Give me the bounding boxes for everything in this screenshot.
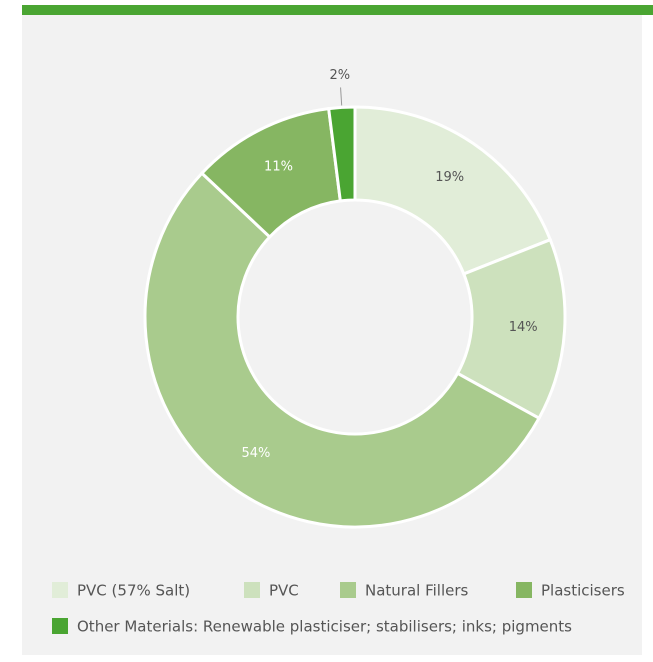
legend-label: PVC xyxy=(269,582,299,600)
legend-swatch xyxy=(244,582,260,598)
slice xyxy=(353,105,553,276)
leader-line xyxy=(340,87,343,106)
legend-swatch xyxy=(52,618,68,634)
legend-swatch xyxy=(52,582,68,598)
top-bar xyxy=(22,5,653,15)
slice xyxy=(327,105,357,203)
value-label: 54% xyxy=(242,446,271,461)
legend-label: Other Materials: Renewable plasticiser; … xyxy=(77,618,572,636)
slice xyxy=(143,171,542,529)
legend-label: PVC (57% Salt) xyxy=(77,582,190,600)
value-label: 14% xyxy=(509,320,538,335)
legend-swatch xyxy=(340,582,356,598)
value-label: 2% xyxy=(329,68,350,83)
value-label: 11% xyxy=(264,159,293,174)
legend-label: Natural Fillers xyxy=(365,582,469,600)
legend-label: Plasticisers xyxy=(541,582,625,600)
value-label: 19% xyxy=(435,170,464,185)
legend-swatch xyxy=(516,582,532,598)
